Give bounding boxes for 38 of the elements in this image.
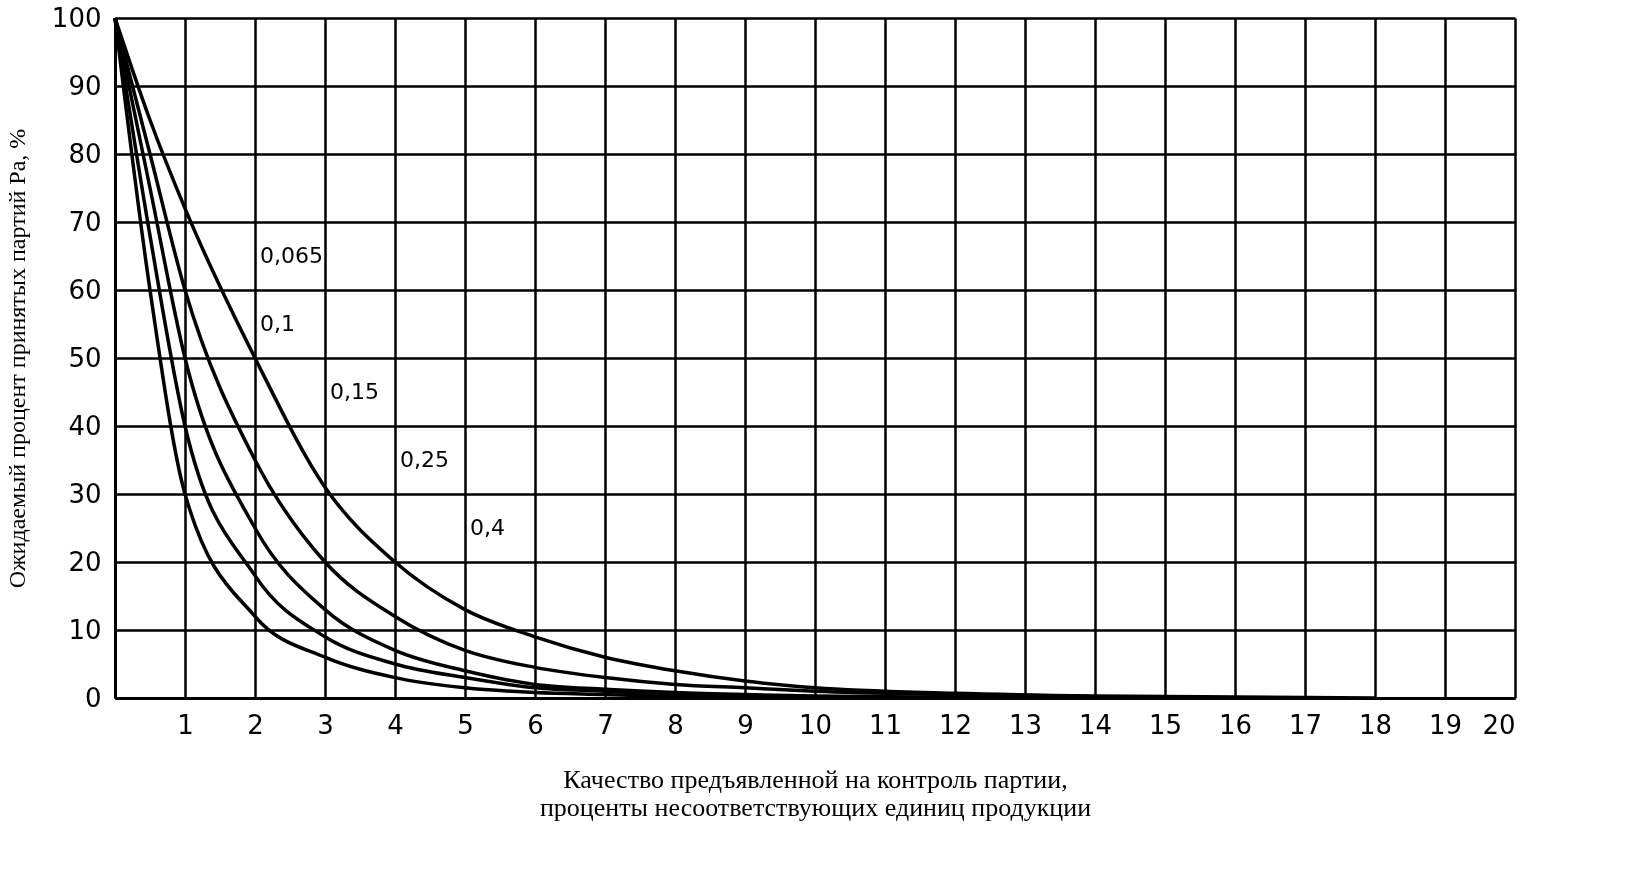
x-tick-label: 9 (737, 709, 754, 740)
y-tick-label: 100 (51, 2, 102, 33)
x-tick-label: 5 (457, 709, 474, 740)
x-tick-label: 8 (667, 709, 684, 740)
x-tick-label: 2 (247, 709, 264, 740)
x-tick-label: 15 (1148, 709, 1183, 740)
x-tick-label: 19 (1428, 709, 1463, 740)
x-tick-label: 4 (387, 709, 404, 740)
y-tick-label: 30 (68, 478, 102, 509)
x-tick-label: 17 (1288, 709, 1323, 740)
x-tick-label: 11 (868, 709, 903, 740)
y-tick-label: 60 (68, 274, 102, 305)
x-tick-label: 7 (597, 709, 614, 740)
y-tick-label: 20 (68, 546, 102, 577)
y-tick-label: 50 (68, 342, 102, 373)
x-tick-label: 3 (317, 709, 334, 740)
annotation: 0,15 (330, 379, 379, 404)
x-tick-label: 12 (938, 709, 973, 740)
y-tick-label: 70 (68, 206, 102, 237)
x-tick-label: 14 (1078, 709, 1113, 740)
y-tick-label: 40 (68, 410, 102, 441)
annotation: 0,1 (260, 311, 295, 336)
y-tick-label: 10 (68, 614, 102, 645)
y-tick-label: 90 (68, 70, 102, 101)
y-axis-title: Ожидаемый процент принятых партий Pa, % (3, 128, 30, 589)
y-tick-label: 80 (68, 138, 102, 169)
x-tick-label: 6 (527, 709, 544, 740)
x-tick-label: 20 (1482, 709, 1516, 740)
x-tick-label: 18 (1358, 709, 1393, 740)
x-tick-label: 10 (798, 709, 833, 740)
annotation: 0,065 (260, 243, 323, 268)
annotation: 0,25 (400, 447, 449, 472)
x-tick-label: 1 (177, 709, 194, 740)
x-axis-title: Качество предъявленной на контроль партии, проценты несоответствующих единиц продукции (539, 764, 1092, 822)
x-tick-label: 13 (1008, 709, 1043, 740)
x-tick-label: 16 (1218, 709, 1253, 740)
annotation: 0,4 (470, 515, 505, 540)
y-tick-label: 0 (84, 682, 102, 713)
